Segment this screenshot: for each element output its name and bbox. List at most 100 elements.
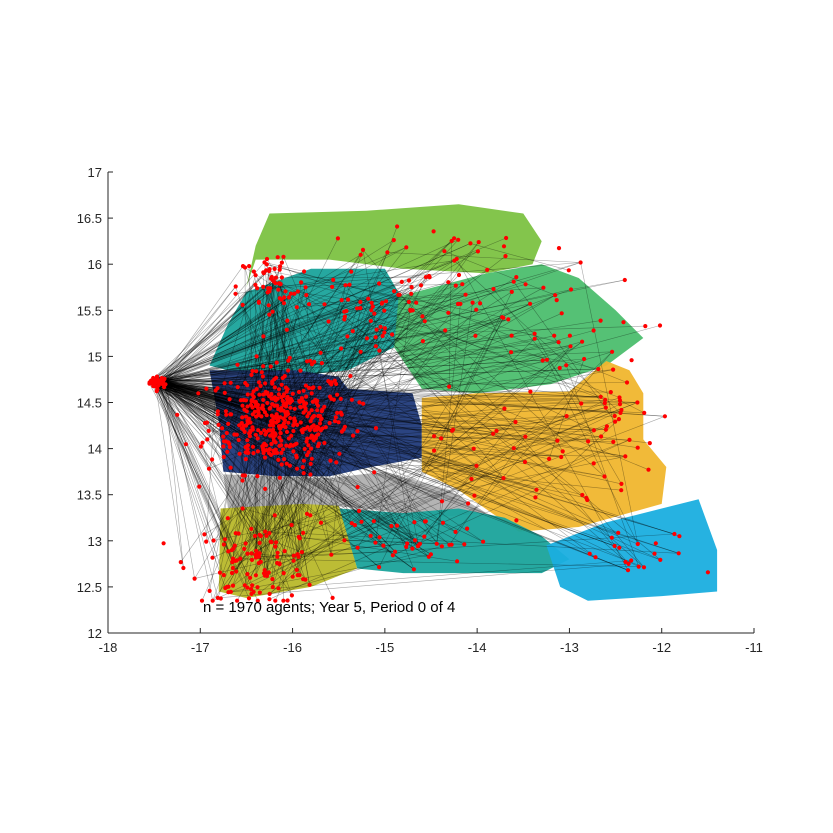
network-edge — [162, 382, 208, 423]
agent-point — [257, 392, 262, 397]
agent-point — [304, 293, 309, 298]
network-edge — [305, 382, 628, 386]
agent-point — [619, 481, 624, 486]
network-edge — [161, 381, 638, 403]
agent-point — [294, 466, 300, 471]
agent-point — [676, 551, 681, 556]
y-tick-label: 14.5 — [77, 396, 102, 411]
network-edge — [271, 420, 620, 549]
agent-point — [343, 283, 348, 288]
agent-point — [705, 570, 711, 575]
agent-point — [229, 548, 234, 553]
network-edge — [272, 303, 285, 580]
network-edge — [157, 362, 277, 382]
agent-point — [279, 450, 284, 455]
agent-point — [178, 560, 183, 565]
agent-point — [256, 410, 261, 415]
agent-point — [502, 406, 507, 411]
network-edge — [161, 377, 320, 389]
agent-point — [291, 553, 296, 558]
agent-point — [672, 531, 677, 537]
network-edge — [156, 376, 426, 522]
agent-point — [598, 394, 603, 399]
network-edge — [234, 397, 620, 546]
agent-point — [408, 308, 413, 313]
agent-points — [147, 224, 711, 603]
agent-point — [196, 391, 201, 396]
x-ticks: -18 -17 -16 -15 -14 -13 -12 -11 — [99, 628, 763, 655]
agent-point — [281, 254, 286, 259]
agent-point — [338, 396, 343, 401]
network-edge — [252, 298, 281, 372]
agent-point — [292, 419, 297, 424]
network-edge — [211, 459, 260, 557]
agent-point — [591, 328, 596, 333]
network-edge — [154, 386, 226, 589]
agent-point — [240, 478, 245, 483]
y-tick-label: 16.5 — [77, 211, 102, 226]
network-edge — [305, 428, 605, 477]
agent-point — [591, 428, 597, 433]
network-edge — [163, 380, 210, 469]
network-edge — [293, 451, 456, 533]
network-edge — [298, 448, 474, 538]
network-edge — [228, 554, 431, 593]
network-edge — [150, 383, 248, 575]
agent-point — [310, 399, 315, 404]
agent-point — [301, 530, 306, 536]
agent-point — [352, 523, 357, 528]
region-cyan — [546, 499, 718, 601]
agent-point — [358, 349, 363, 354]
agent-point — [349, 269, 354, 274]
network-edge — [261, 361, 308, 373]
network-edge — [164, 378, 380, 538]
y-tick-label: 12 — [88, 626, 102, 641]
network-edge — [256, 370, 453, 432]
agent-point — [284, 401, 289, 406]
network-edge — [159, 243, 471, 382]
agent-point — [284, 429, 290, 434]
network-edge — [153, 384, 582, 404]
agent-point — [452, 236, 457, 241]
agent-point — [454, 256, 459, 261]
agent-point — [564, 363, 569, 368]
agent-point — [355, 545, 360, 550]
agent-point — [294, 441, 299, 446]
network-edge — [218, 281, 275, 426]
network-edge — [153, 381, 234, 569]
agent-point — [532, 336, 537, 341]
agent-point — [306, 443, 311, 448]
network-edge — [161, 381, 300, 538]
network-edge — [232, 366, 264, 563]
agent-point — [302, 402, 307, 407]
network-edge — [239, 430, 594, 455]
agent-point — [339, 298, 344, 303]
agent-point — [230, 560, 235, 565]
agent-point — [200, 440, 205, 445]
agent-point — [326, 319, 331, 324]
agent-point — [272, 385, 277, 390]
network-edge — [321, 239, 395, 364]
agent-point — [253, 282, 258, 287]
network-edge — [305, 238, 455, 397]
network-edge — [157, 389, 311, 465]
network-edge — [493, 288, 582, 404]
network-edge — [154, 383, 252, 529]
network-edge — [370, 320, 599, 370]
network-edge — [165, 384, 209, 432]
agent-point — [272, 266, 277, 271]
network-edge — [436, 303, 461, 544]
agent-point — [255, 598, 260, 603]
agent-point — [312, 427, 317, 433]
agent-point — [469, 476, 474, 482]
network-edge — [149, 268, 270, 383]
y-tick-label: 15.5 — [77, 303, 102, 318]
agent-point — [377, 281, 382, 286]
agent-point — [420, 314, 425, 319]
agent-point — [222, 381, 227, 386]
network-edge — [331, 283, 463, 400]
agent-point — [267, 597, 272, 602]
agent-point — [237, 451, 242, 456]
agent-point — [261, 448, 266, 453]
network-edge — [299, 320, 372, 576]
